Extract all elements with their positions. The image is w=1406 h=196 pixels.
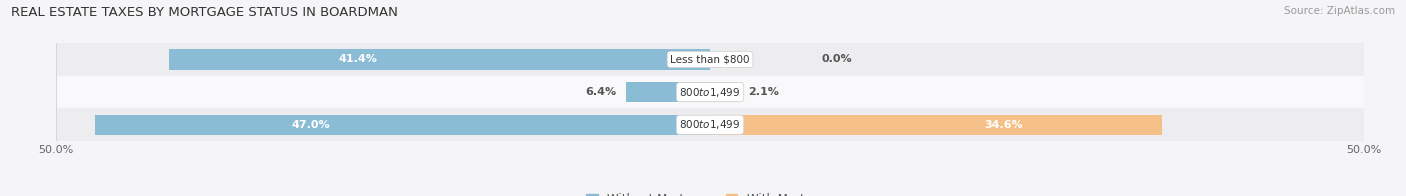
Text: Less than $800: Less than $800 (671, 54, 749, 64)
Bar (56, 108, 1364, 141)
Text: 6.4%: 6.4% (585, 87, 616, 97)
Text: 47.0%: 47.0% (291, 120, 330, 130)
Bar (96, 115, 710, 135)
Text: REAL ESTATE TAXES BY MORTGAGE STATUS IN BOARDMAN: REAL ESTATE TAXES BY MORTGAGE STATUS IN … (11, 6, 398, 19)
Bar (169, 49, 710, 70)
Text: 41.4%: 41.4% (339, 54, 378, 64)
Text: 2.1%: 2.1% (748, 87, 779, 97)
Bar (56, 76, 1364, 108)
Text: Source: ZipAtlas.com: Source: ZipAtlas.com (1284, 6, 1395, 16)
Text: $800 to $1,499: $800 to $1,499 (679, 118, 741, 131)
Text: 34.6%: 34.6% (984, 120, 1024, 130)
Legend: Without Mortgage, With Mortgage: Without Mortgage, With Mortgage (586, 193, 834, 196)
Bar (710, 82, 738, 102)
Bar (626, 82, 710, 102)
Text: 0.0%: 0.0% (821, 54, 852, 64)
Text: $800 to $1,499: $800 to $1,499 (679, 86, 741, 99)
Bar (710, 115, 1163, 135)
Bar (56, 43, 1364, 76)
